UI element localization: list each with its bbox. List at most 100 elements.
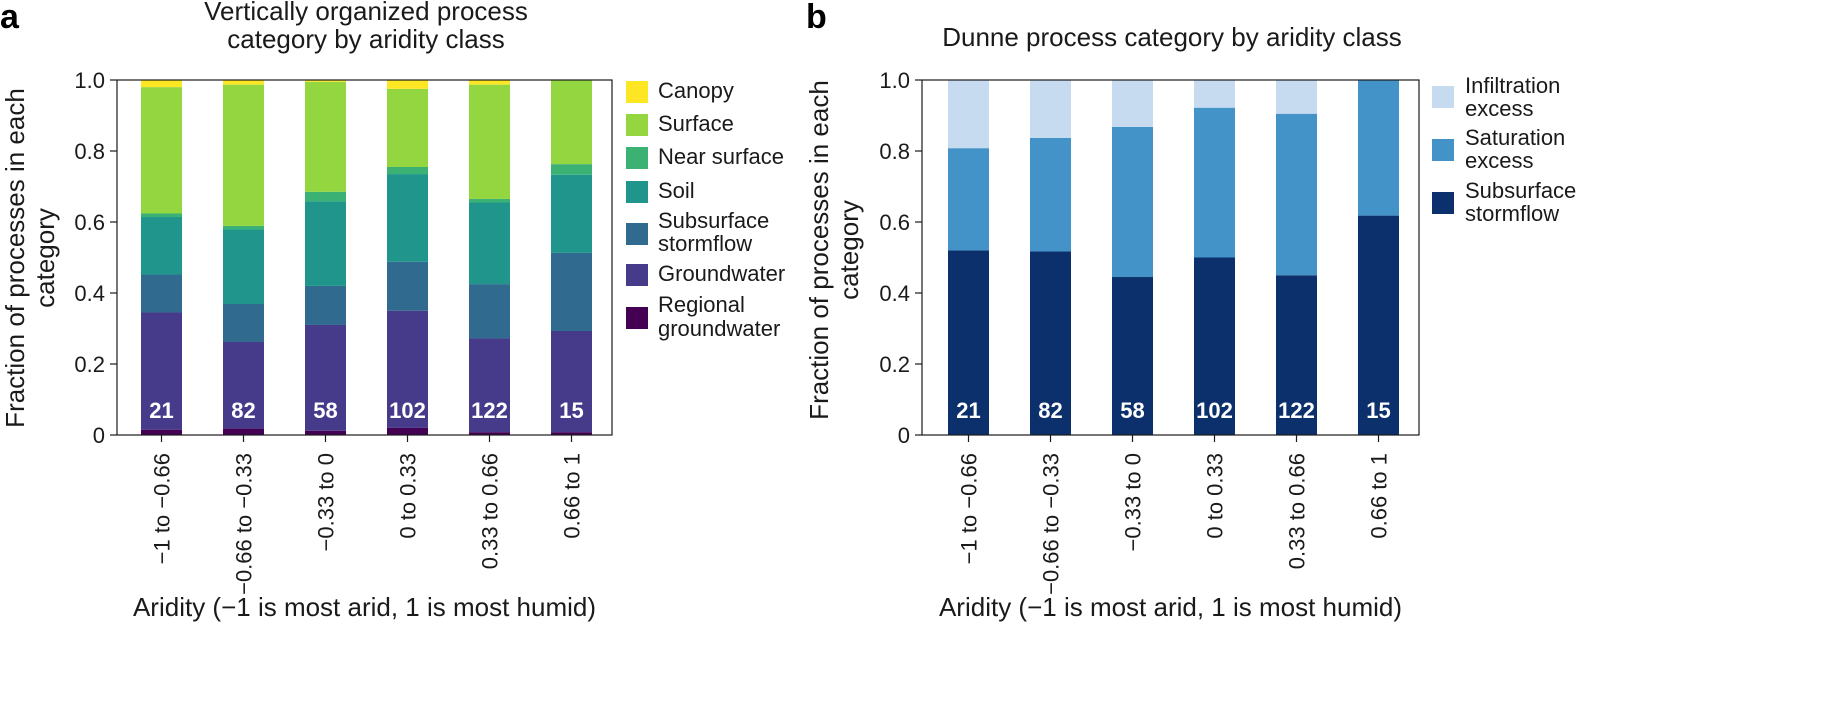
legend-swatch-regional-groundwater: [626, 307, 648, 329]
y-tick-label: 0.2: [74, 352, 105, 377]
x-tick-label: −1 to −0.66: [150, 453, 175, 564]
bar-canopy: [223, 80, 264, 85]
plot-frame: [921, 79, 1420, 436]
y-tick-label: 1.0: [879, 68, 910, 93]
bar-surface: [387, 88, 428, 167]
bar-infiltration-excess: [1276, 80, 1317, 114]
sample-count-label: 21: [956, 398, 980, 423]
legend-label: Near surface: [658, 144, 784, 169]
legend-label: Surface: [658, 111, 734, 136]
x-tick-label: 0.66 to 1: [560, 453, 585, 539]
sample-count-label: 102: [389, 398, 426, 423]
bar-regional-groundwater: [469, 432, 510, 435]
bar-saturation-excess: [1276, 113, 1317, 276]
x-tick-label: 0 to 0.33: [1203, 453, 1228, 539]
chart-title-line: category by aridity class: [227, 24, 504, 54]
legend-label: excess: [1465, 148, 1533, 173]
y-tick-label: 0: [93, 423, 105, 448]
bar-regional-groundwater: [141, 429, 182, 435]
bar-near-surface: [305, 191, 346, 202]
x-tick-label: −0.33 to 0: [1121, 453, 1146, 551]
legend-swatch-subsurface-stormflow: [626, 223, 648, 245]
bar-saturation-excess: [1358, 80, 1399, 216]
bar-near-surface: [387, 166, 428, 175]
y-tick-label: 0.6: [879, 210, 910, 235]
bar-subsurface-stormflow: [948, 250, 989, 435]
bar-subsurface-stormflow: [1030, 251, 1071, 435]
legend-label: Subsurface: [658, 208, 769, 233]
legend-label: groundwater: [658, 316, 780, 341]
x-tick-label: 0.33 to 0.66: [1285, 453, 1310, 569]
bar-subsurface-stormflow: [1358, 215, 1399, 435]
legend-label: Infiltration: [1465, 73, 1560, 98]
bar-near-surface: [141, 213, 182, 218]
y-tick-label: 0.2: [879, 352, 910, 377]
y-axis-label-line: Fraction of processes in each: [0, 88, 30, 428]
bar-groundwater: [387, 310, 428, 428]
bar-subsurface-stormflow: [1194, 257, 1235, 435]
y-axis-label: Fraction of processes in eachcategory: [0, 88, 60, 428]
y-tick-label: 0.6: [74, 210, 105, 235]
bar-saturation-excess: [1112, 126, 1153, 278]
bar-near-surface: [551, 164, 592, 175]
sample-count-label: 15: [1366, 398, 1390, 423]
legend-label: stormflow: [1465, 201, 1559, 226]
panel-letter-a: a: [0, 0, 20, 36]
y-tick-label: 0.8: [879, 139, 910, 164]
x-tick-label: −1 to −0.66: [957, 453, 982, 564]
bar-canopy: [387, 80, 428, 89]
bar-subsurface-stormflow: [551, 252, 592, 331]
legend-swatch-groundwater: [626, 264, 648, 286]
y-axis-label-line: category: [30, 208, 60, 308]
legend-label: Subsurface: [1465, 178, 1576, 203]
bar-saturation-excess: [1194, 107, 1235, 258]
legend-label: Groundwater: [658, 261, 785, 286]
bar-regional-groundwater: [551, 432, 592, 435]
sample-count-label: 58: [313, 398, 337, 423]
bar-infiltration-excess: [948, 80, 989, 149]
legend-swatch-soil: [626, 181, 648, 203]
bar-subsurface-stormflow: [223, 304, 264, 342]
sample-count-label: 21: [149, 398, 173, 423]
bar-infiltration-excess: [1030, 80, 1071, 138]
x-tick-label: 0.66 to 1: [1367, 453, 1392, 539]
bar-saturation-excess: [1030, 137, 1071, 252]
bar-subsurface-stormflow: [469, 284, 510, 339]
bar-surface: [551, 80, 592, 165]
y-tick-label: 0.4: [879, 281, 910, 306]
legend-label: Soil: [658, 178, 695, 203]
sample-count-label: 102: [1196, 398, 1233, 423]
bar-subsurface-stormflow: [387, 261, 428, 311]
bar-groundwater: [141, 312, 182, 430]
bar-subsurface-stormflow: [141, 274, 182, 313]
legend-swatch-subsurface-stormflow: [1432, 192, 1454, 214]
bar-groundwater: [305, 324, 346, 431]
bar-near-surface: [469, 198, 510, 203]
legend-swatch-infiltration-excess: [1432, 86, 1454, 108]
bar-surface: [141, 87, 182, 214]
bar-regional-groundwater: [387, 427, 428, 435]
legend-label: Saturation: [1465, 125, 1565, 150]
y-tick-label: 0.8: [74, 139, 105, 164]
plot-frame: [116, 79, 613, 436]
bar-regional-groundwater: [305, 430, 346, 435]
x-tick-label: 0.33 to 0.66: [478, 453, 503, 569]
y-axis-label-line: category: [834, 200, 864, 300]
x-tick-label: −0.33 to 0: [314, 453, 339, 551]
bar-groundwater: [551, 330, 592, 433]
panel-b: b Dunne process category by aridity class…: [804, 0, 1576, 622]
bar-saturation-excess: [948, 148, 989, 251]
chart-title-line: Dunne process category by aridity class: [942, 22, 1402, 52]
legend-label: stormflow: [658, 231, 752, 256]
bar-canopy: [305, 80, 346, 82]
bar-surface: [223, 84, 264, 226]
y-tick-label: 0.4: [74, 281, 105, 306]
bar-canopy: [141, 80, 182, 88]
x-tick-label: 0 to 0.33: [396, 453, 421, 539]
panel-letter-b: b: [806, 0, 827, 36]
bar-surface: [305, 81, 346, 192]
bar-soil: [305, 201, 346, 286]
bar-infiltration-excess: [1112, 80, 1153, 127]
legend-swatch-surface: [626, 114, 648, 136]
